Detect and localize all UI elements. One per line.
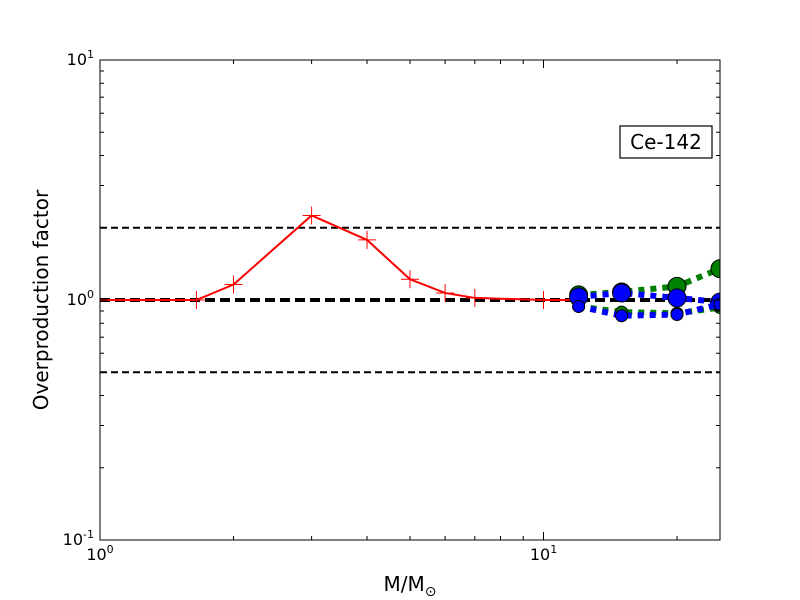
y-tick-label: 101 — [67, 48, 94, 69]
series-4 — [572, 297, 720, 323]
y-tick-label-base: 10 — [63, 530, 83, 549]
y-tick-label-base: 10 — [67, 290, 87, 309]
y-tick-label: 10-1 — [63, 528, 94, 549]
y-tick-label-exponent: 1 — [87, 48, 94, 61]
data-point — [465, 288, 484, 307]
data-point — [302, 206, 321, 225]
y-tick-label: 100 — [67, 288, 94, 309]
plot-frame — [99, 59, 721, 541]
series-line — [577, 301, 720, 319]
x-axis-label: M/M⊙ — [384, 572, 437, 600]
annotation-label: Ce-142 — [630, 130, 702, 154]
data-point — [713, 297, 720, 311]
y-axis-label: Overproduction factor — [29, 189, 53, 410]
annotation-frame — [619, 125, 713, 159]
x-tick-label-exponent: 0 — [107, 543, 114, 556]
series-layer — [100, 206, 720, 323]
series-line — [578, 265, 720, 298]
data-point — [612, 283, 632, 303]
data-point — [572, 299, 586, 313]
x-axis-label-subscript: ⊙ — [425, 584, 437, 600]
y-tick-label-exponent: 0 — [87, 288, 94, 301]
x-tick-label: 100 — [86, 543, 113, 564]
data-point — [710, 259, 720, 279]
data-point — [224, 275, 243, 294]
x-tick-label-base: 10 — [86, 545, 106, 564]
x-tick-label-exponent: 1 — [550, 543, 557, 556]
data-point — [534, 291, 553, 309]
data-point — [615, 309, 629, 323]
annotation-box: Ce-142 — [619, 125, 713, 159]
series-line — [578, 289, 720, 306]
x-tick-label-base: 10 — [530, 545, 550, 564]
data-point — [436, 283, 455, 302]
data-point — [187, 291, 206, 309]
y-tick-label-base: 10 — [67, 50, 87, 69]
data-point — [358, 230, 377, 249]
series-line — [100, 214, 579, 301]
data-point — [670, 308, 684, 322]
y-tick-label-exponent: -1 — [83, 528, 94, 541]
data-point — [667, 288, 687, 308]
data-point — [401, 270, 419, 289]
x-tick-label: 101 — [530, 543, 557, 564]
x-axis-label-main: M/M — [384, 572, 425, 596]
